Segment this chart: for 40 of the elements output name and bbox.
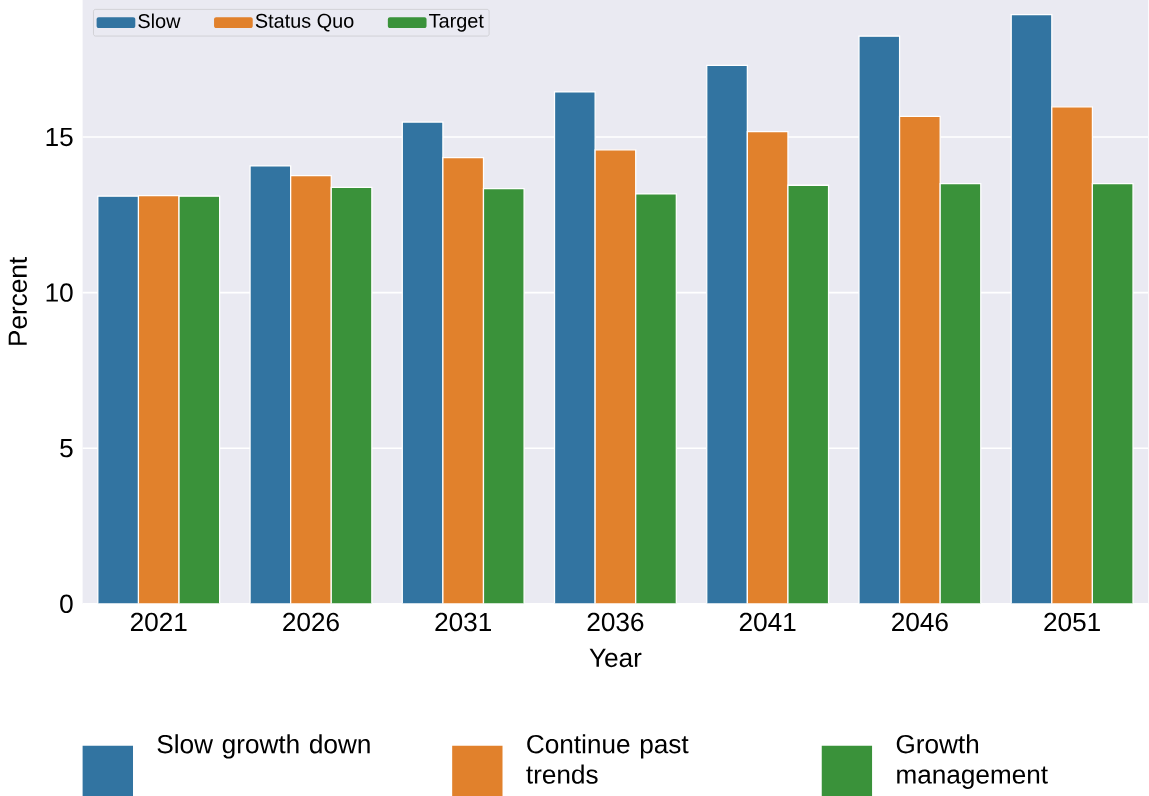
bar <box>858 35 901 604</box>
bar <box>706 64 748 604</box>
y-axis-title: Percent <box>8 257 27 345</box>
y-tick-label: 0 <box>60 594 73 614</box>
text: Slow growth down <box>157 734 370 759</box>
bar <box>553 91 596 604</box>
x-tick-label: 2026 <box>283 612 339 632</box>
legend-label: Slow <box>138 13 181 29</box>
bar <box>97 195 140 604</box>
x-tick-label: 2051 <box>1044 612 1100 632</box>
bar <box>442 156 485 604</box>
x-axis-title: Year <box>589 648 642 668</box>
bar <box>249 165 292 604</box>
bar <box>635 193 677 604</box>
y-tick-label: 15 <box>46 127 73 147</box>
bar <box>594 149 637 604</box>
bar <box>178 195 221 604</box>
legend-label: Status Quo <box>255 13 354 32</box>
bar <box>787 184 830 604</box>
x-tick-label: 2031 <box>435 612 491 632</box>
bar <box>898 115 941 604</box>
bar <box>482 188 525 604</box>
text: Continue past trends <box>526 734 689 784</box>
x-tick-label: 2021 <box>130 612 187 632</box>
y-tick-label: 10 <box>46 283 73 302</box>
x-tick-label: 2041 <box>739 612 796 632</box>
bar <box>1010 14 1053 604</box>
text: Growth management <box>896 734 1048 789</box>
bar <box>330 186 373 604</box>
bar <box>1051 106 1094 604</box>
bar <box>137 194 180 604</box>
bar <box>290 175 332 604</box>
legend-label: Target <box>429 13 484 32</box>
bar <box>401 121 444 604</box>
y-tick-label: 5 <box>60 439 73 458</box>
x-tick-label: 2046 <box>892 612 948 632</box>
bar <box>746 131 789 604</box>
bar <box>939 183 982 604</box>
bar <box>1091 183 1134 604</box>
x-tick-label: 2036 <box>587 612 644 632</box>
